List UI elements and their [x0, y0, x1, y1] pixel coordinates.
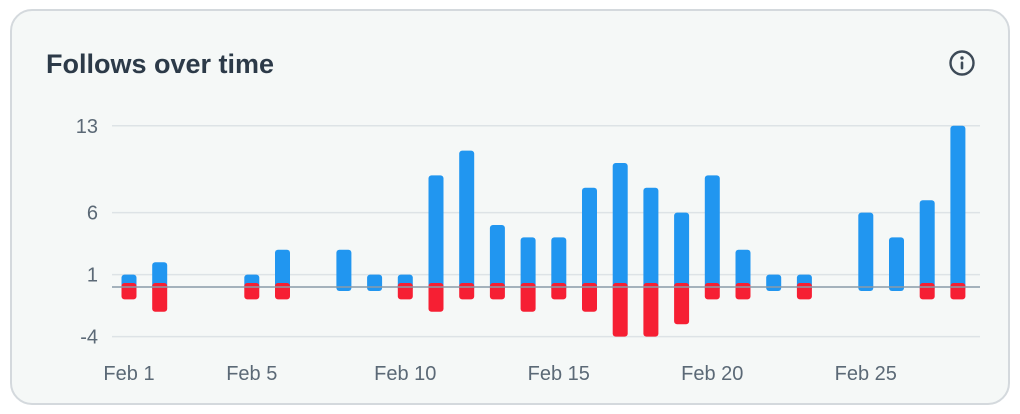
x-tick-label: Feb 10 — [374, 363, 436, 385]
negative-bar[interactable] — [397, 283, 413, 300]
negative-bar[interactable] — [704, 283, 720, 300]
negative-bar[interactable] — [551, 283, 567, 300]
positive-bar[interactable] — [459, 150, 475, 291]
negative-bar[interactable] — [643, 283, 659, 337]
y-tick-label: 13 — [76, 116, 98, 138]
negative-bar[interactable] — [244, 283, 260, 300]
positive-bar[interactable] — [766, 274, 782, 291]
positive-bar[interactable] — [889, 237, 904, 291]
follows-card: Follows over time — [10, 9, 1010, 405]
positive-bar[interactable] — [858, 212, 874, 291]
positive-bar[interactable] — [704, 175, 720, 291]
positive-bar[interactable] — [643, 187, 659, 291]
negative-bar[interactable] — [735, 283, 751, 300]
negative-bar[interactable] — [152, 283, 168, 312]
positive-bar[interactable] — [520, 237, 536, 291]
y-tick-label: 1 — [87, 265, 98, 287]
negative-bar[interactable] — [489, 283, 505, 300]
y-tick-label: -4 — [80, 327, 98, 349]
negative-bar[interactable] — [459, 283, 475, 300]
negative-bar[interactable] — [121, 283, 137, 300]
positive-bar[interactable] — [674, 212, 690, 291]
negative-bar[interactable] — [428, 283, 444, 312]
y-tick-label: 6 — [87, 203, 98, 225]
positive-bar[interactable] — [735, 249, 751, 291]
negative-bar[interactable] — [275, 283, 290, 300]
x-tick-label: Feb 1 — [103, 363, 154, 385]
negative-bar[interactable] — [950, 283, 966, 300]
positive-bar[interactable] — [489, 225, 505, 291]
x-tick-label: Feb 20 — [681, 363, 743, 385]
negative-bar[interactable] — [612, 283, 628, 337]
negative-bar[interactable] — [796, 283, 812, 300]
card-title: Follows over time — [46, 49, 275, 79]
positive-bar[interactable] — [919, 200, 935, 291]
negative-bar[interactable] — [919, 283, 935, 300]
x-tick-label: Feb 5 — [226, 363, 277, 385]
positive-bar[interactable] — [612, 163, 628, 291]
positive-bar[interactable] — [582, 187, 597, 291]
positive-bar[interactable] — [428, 175, 444, 291]
negative-bar[interactable] — [582, 283, 597, 312]
negative-bar[interactable] — [520, 283, 536, 312]
positive-bar[interactable] — [551, 237, 567, 291]
positive-bar[interactable] — [950, 125, 966, 291]
positive-bar[interactable] — [275, 249, 290, 291]
x-tick-label: Feb 15 — [528, 363, 590, 385]
positive-bar[interactable] — [336, 249, 352, 291]
positive-bar[interactable] — [367, 274, 383, 291]
negative-bar[interactable] — [674, 283, 690, 325]
info-circle-icon[interactable] — [948, 49, 976, 77]
x-tick-label: Feb 25 — [835, 363, 897, 385]
